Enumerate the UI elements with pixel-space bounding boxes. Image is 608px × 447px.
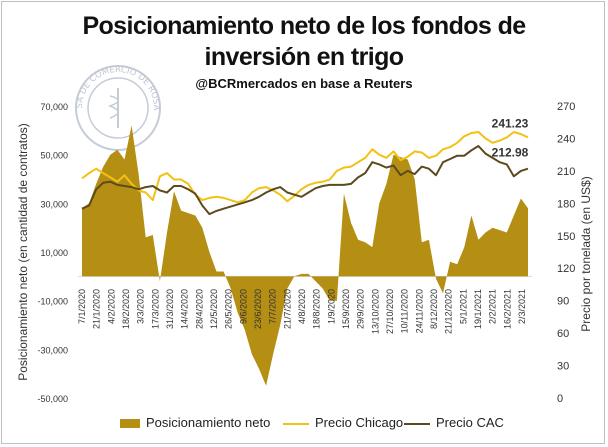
- x-axis-tick-label: 3/3/2020: [136, 289, 146, 324]
- x-axis-tick-label: 17/3/2020: [150, 289, 160, 329]
- x-axis-tick-label: 14/4/2020: [180, 289, 190, 329]
- legend-item-posicionamiento: Posicionamiento neto: [120, 415, 270, 430]
- x-axis-tick-label: 7/1/2020: [77, 289, 87, 324]
- right-axis-tick-label: 210: [557, 166, 575, 178]
- left-axis-tick-label: 50,000: [40, 151, 68, 161]
- chicago-last-value-label: 241.23: [492, 116, 529, 130]
- series-posicionamiento-area: [82, 125, 528, 386]
- legend-label: Posicionamiento neto: [146, 415, 271, 430]
- x-axis-tick-label: 19/1/2021: [473, 289, 483, 329]
- left-axis-tick-label: -30,000: [37, 345, 68, 355]
- left-axis-tick-label: 70,000: [40, 102, 68, 112]
- left-axis-tick-label: 10,000: [40, 248, 68, 258]
- chart-title-line2: inversión en trigo: [204, 43, 405, 71]
- right-axis-tick-label: 0: [557, 393, 563, 405]
- right-axis-tick-label: 120: [557, 263, 575, 275]
- x-axis-tick-label: 21/12/2020: [444, 289, 454, 334]
- x-axis-tick-label: 29/9/2020: [356, 289, 366, 329]
- seal-snake: [107, 95, 119, 119]
- right-axis-title: Precio por tonelada (en US$): [579, 176, 593, 331]
- x-axis-tick-label: 10/11/2020: [400, 289, 410, 333]
- right-axis-tick-label: 90: [557, 296, 569, 308]
- x-axis-tick-label: 18/8/2020: [312, 289, 322, 329]
- right-axis-tick-label: 270: [557, 101, 575, 113]
- x-axis-tick-label: 13/10/2020: [370, 289, 380, 334]
- left-axis-tick-label: 30,000: [40, 199, 68, 209]
- seal-ring-outer: [75, 65, 161, 151]
- left-axis-title: Posicionamiento neto (en cantidad de con…: [16, 123, 30, 381]
- left-axis-tick-label: -10,000: [37, 297, 68, 307]
- legend-swatch-chicago: [283, 422, 309, 425]
- series-cac-line: [81, 145, 529, 216]
- legend-label: Precio Chicago: [315, 415, 404, 430]
- legend-item-cac: Precio CAC: [404, 415, 504, 430]
- x-axis-tick-label: 28/4/2020: [194, 289, 204, 329]
- left-axis-tick-label: -50,000: [37, 394, 68, 404]
- x-axis-tick-label: 24/11/2020: [414, 289, 424, 333]
- right-axis-tick-label: 30: [557, 361, 569, 373]
- legend-swatch-area: [120, 419, 140, 429]
- x-axis-tick-label: 4/8/2020: [297, 289, 307, 324]
- chart-subtitle: @BCRmercados en base a Reuters: [195, 76, 413, 91]
- right-axis-tick-label: 150: [557, 231, 575, 243]
- x-axis-tick-label: 4/2/2020: [106, 289, 116, 324]
- x-axis-tick-label: 12/5/2020: [209, 289, 219, 329]
- right-axis-tick-label: 180: [557, 198, 575, 210]
- legend-swatch-cac: [404, 422, 430, 425]
- x-axis-tick-label: 16/2/2021: [502, 289, 512, 329]
- chart-title-line1: Posicionamiento neto de los fondos de: [82, 12, 526, 40]
- x-axis-tick-label: 26/5/2020: [224, 289, 234, 329]
- seal-ring-inner: [87, 77, 149, 139]
- x-axis-tick-label: 8/12/2020: [429, 289, 439, 329]
- x-axis-tick-label: 2/3/2021: [517, 289, 527, 324]
- right-axis-tick-label: 240: [557, 133, 575, 145]
- x-axis-tick-label: 9/6/2020: [238, 289, 248, 324]
- x-axis-tick-label: 27/10/2020: [385, 289, 395, 334]
- series-chicago-line: [81, 131, 529, 204]
- x-axis-tick-label: 23/6/2020: [253, 289, 263, 329]
- legend-label: Precio CAC: [436, 415, 504, 430]
- x-axis-tick-label: 15/9/2020: [341, 289, 351, 329]
- x-axis-tick-label: 18/2/2020: [121, 289, 131, 329]
- cac-last-value-label: 212.98: [492, 146, 529, 160]
- x-axis-tick-label: 31/3/2020: [165, 289, 175, 329]
- x-axis-tick-label: 21/1/2020: [92, 289, 102, 329]
- x-axis-tick-label: 2/2/2021: [488, 289, 498, 324]
- x-axis-tick-label: 21/7/2020: [282, 289, 292, 329]
- right-axis-tick-label: 60: [557, 328, 569, 340]
- seal-text: BOLSA DE COMERCIO DE ROSARIO: [0, 0, 161, 111]
- x-axis-tick-label: 1/9/2020: [326, 289, 336, 324]
- x-axis-tick-label: 5/1/2021: [458, 289, 468, 324]
- legend-item-chicago: Precio Chicago: [283, 415, 403, 430]
- x-axis-tick-label: 7/7/2020: [268, 289, 278, 324]
